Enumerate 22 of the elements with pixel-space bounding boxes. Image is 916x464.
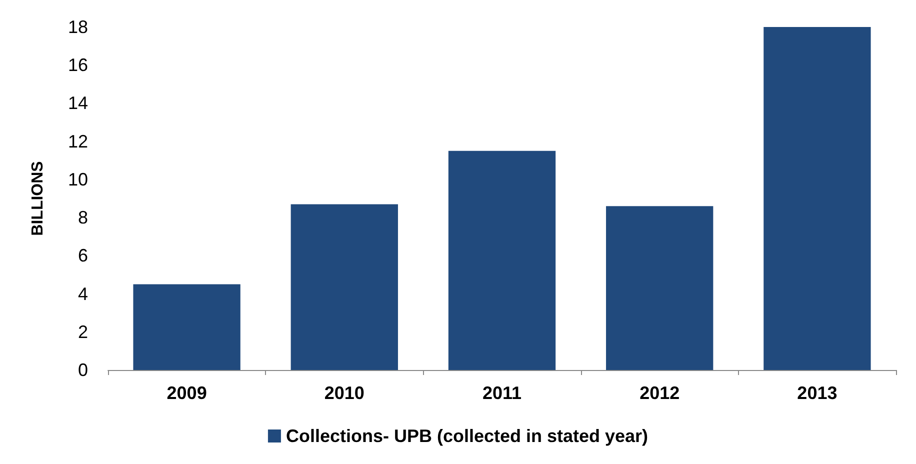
y-tick-label: 10 bbox=[68, 169, 88, 190]
bar bbox=[764, 27, 871, 370]
y-tick-label: 4 bbox=[78, 284, 88, 304]
y-tick-label: 0 bbox=[78, 360, 88, 380]
y-tick-label: 18 bbox=[68, 17, 88, 37]
y-tick-label: 12 bbox=[68, 131, 88, 152]
y-axis-title: BILLIONS bbox=[30, 160, 46, 236]
y-tick-label: 6 bbox=[78, 246, 88, 266]
bar bbox=[448, 150, 556, 370]
legend-label: Collections- UPB (collected in stated year) bbox=[286, 426, 648, 446]
y-tick-label: 2 bbox=[78, 322, 88, 342]
x-tick-label: 2009 bbox=[166, 383, 207, 403]
y-tick-label: 16 bbox=[68, 55, 88, 76]
x-tick-label: 2010 bbox=[324, 383, 364, 403]
x-tick-label: 2012 bbox=[640, 383, 680, 403]
bar bbox=[606, 206, 714, 370]
bar bbox=[133, 284, 240, 370]
x-tick-label: 2013 bbox=[797, 383, 838, 403]
y-tick-label: 8 bbox=[78, 208, 88, 228]
x-tick-label: 2011 bbox=[482, 383, 522, 403]
bar bbox=[290, 204, 398, 370]
y-tick-label: 14 bbox=[68, 93, 88, 114]
